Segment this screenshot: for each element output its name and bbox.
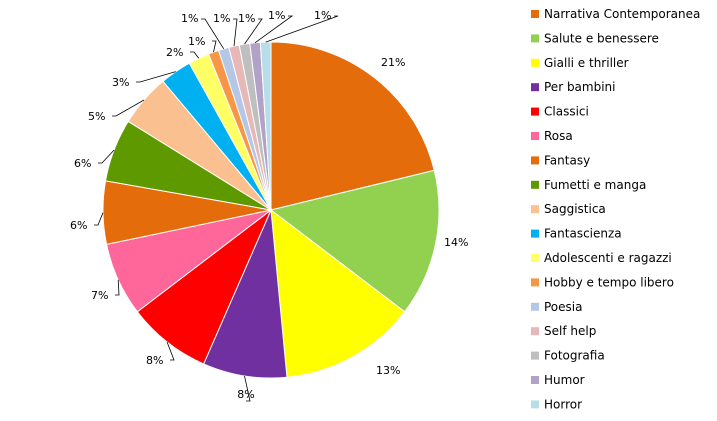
- legend-swatch-rosa: [531, 132, 539, 140]
- legend-label-self-help: Self help: [544, 324, 596, 338]
- legend-swatch-fumetti-e-manga: [531, 180, 539, 189]
- legend-label-humor: Humor: [544, 373, 585, 387]
- legend-label-gialli-e-thriller: Gialli e thriller: [544, 56, 629, 70]
- legend-label-saggistica: Saggistica: [544, 202, 606, 216]
- legend-label-fantascienza: Fantascienza: [544, 227, 622, 241]
- leader-line-poesia: [201, 18, 225, 50]
- pie-slice-salute-e-benessere: [269, 169, 440, 313]
- leader-line-fantasy: [94, 212, 104, 226]
- legend-swatch-fantascienza: [531, 229, 539, 238]
- leader-line-rosa: [115, 279, 120, 296]
- legend-label-per-bambini: Per bambini: [544, 80, 616, 94]
- data-labels: 21% 14% 13% 8% 8% 7% 6% 6% 5% 3% 2% 1% 1% 1% 1% 1% 1%: [70, 9, 468, 401]
- legend-label-fotografia: Fotografia: [544, 349, 605, 363]
- data-label-rosa: 7%: [91, 289, 108, 302]
- legend-swatch-adolescenti-e-ragazzi: [531, 254, 539, 262]
- data-label-fumetti-e-manga: 6%: [74, 157, 91, 170]
- legend-swatch-per-bambini: [531, 83, 539, 92]
- legend-swatch-poesia: [531, 302, 539, 311]
- pie-slice-narrativa-contemporanea: [270, 41, 435, 211]
- data-label-poesia: 1%: [181, 12, 198, 25]
- legend-swatch-humor: [531, 376, 539, 384]
- data-label-classici: 8%: [146, 354, 163, 367]
- leader-line-saggistica: [112, 99, 145, 117]
- data-label-per-bambini: 8%: [237, 388, 254, 401]
- leader-line-horror: [265, 15, 339, 43]
- data-label-saggistica: 5%: [88, 110, 105, 123]
- leader-line-humor: [254, 15, 294, 44]
- legend-swatch-gialli-e-thriller: [531, 58, 539, 67]
- data-label-fotografia: 1%: [238, 12, 255, 25]
- legend-label-classici: Classici: [544, 105, 589, 119]
- pie-slice-gialli-e-thriller: [270, 208, 406, 378]
- leader-line-fotografia: [244, 18, 263, 45]
- data-label-hobby-e-tempo-libero: 1%: [188, 35, 205, 48]
- legend-swatch-saggistica: [531, 205, 539, 214]
- leader-line-self-help: [233, 18, 238, 47]
- legend-swatch-narrativa-contemporanea: [531, 10, 539, 18]
- data-label-horror: 1%: [314, 9, 331, 22]
- legend-swatch-classici: [531, 107, 539, 116]
- legend-label-horror: Horror: [544, 397, 582, 411]
- legend-label-fumetti-e-manga: Fumetti e manga: [544, 178, 646, 192]
- legend-label-adolescenti-e-ragazzi: Adolescenti e ragazzi: [544, 251, 672, 265]
- data-label-adolescenti-e-ragazzi: 2%: [166, 46, 183, 59]
- legend-swatch-fotografia: [531, 351, 539, 360]
- legend-swatch-self-help: [531, 327, 539, 336]
- leader-line-per-bambini: [244, 375, 251, 402]
- data-label-fantascienza: 3%: [112, 76, 129, 89]
- leader-line-adolescenti-e-ragazzi: [190, 51, 200, 59]
- legend-swatch-horror: [531, 400, 539, 409]
- legend-label-narrativa-contemporanea: Narrativa Contemporanea: [544, 7, 700, 21]
- pie-slice-horror: [259, 41, 272, 211]
- data-label-salute-e-benessere: 14%: [444, 236, 468, 249]
- legend: Narrativa Contemporanea Salute e benesser…: [531, 7, 700, 411]
- leader-line-hobby-e-tempo-libero: [212, 40, 217, 53]
- pie-slices: [102, 41, 440, 379]
- leader-line-fantascienza: [136, 71, 176, 83]
- data-label-humor: 1%: [268, 9, 285, 22]
- data-label-gialli-e-thriller: 13%: [376, 364, 400, 377]
- legend-swatch-hobby-e-tempo-libero: [531, 278, 539, 287]
- legend-swatch-fantasy: [531, 156, 539, 165]
- leader-line-fumetti-e-manga: [98, 149, 115, 164]
- legend-label-hobby-e-tempo-libero: Hobby e tempo libero: [544, 275, 674, 289]
- data-label-fantasy: 6%: [70, 219, 87, 232]
- data-label-self-help: 1%: [213, 12, 230, 25]
- legend-label-rosa: Rosa: [544, 129, 573, 143]
- data-label-narrativa-contemporanea: 21%: [381, 56, 405, 69]
- leader-line-classici: [166, 341, 175, 361]
- leader-lines: [94, 15, 339, 402]
- legend-label-poesia: Poesia: [544, 300, 582, 314]
- legend-swatch-salute-e-benessere: [531, 34, 539, 43]
- legend-label-fantasy: Fantasy: [544, 153, 590, 167]
- legend-label-salute-e-benessere: Salute e benessere: [544, 31, 659, 45]
